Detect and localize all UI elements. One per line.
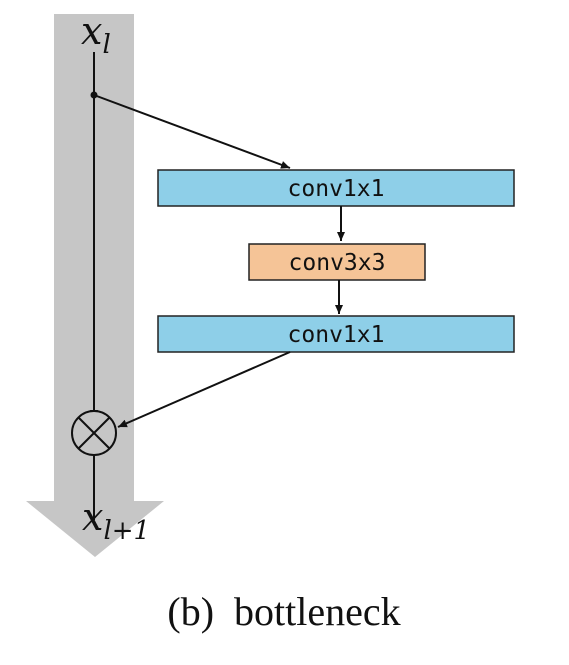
branch-arrow-to-conv1x1-top xyxy=(93,94,291,169)
merge-operator-icon xyxy=(71,410,117,456)
figure-caption: (b) bottleneck xyxy=(167,589,400,634)
output-label-base: x xyxy=(82,495,103,539)
shortcut-band-arrowhead xyxy=(26,501,164,557)
conv1x1-top-block xyxy=(157,169,515,207)
output-label: xl+1 xyxy=(82,495,150,546)
input-label-subscript: l xyxy=(102,30,110,60)
conv1x1-bottom-block xyxy=(157,315,515,353)
conv1x1-bottom-label: conv1x1 xyxy=(288,322,385,348)
conv3x3-block xyxy=(248,243,426,281)
input-label-base: x xyxy=(81,9,102,53)
output-label-subscript: l+1 xyxy=(103,516,150,546)
conv3x3-label: conv3x3 xyxy=(289,250,386,276)
residual-arrow-to-merge xyxy=(117,351,291,428)
input-label: xl xyxy=(81,9,111,60)
conv1x1-top-label: conv1x1 xyxy=(288,176,385,202)
